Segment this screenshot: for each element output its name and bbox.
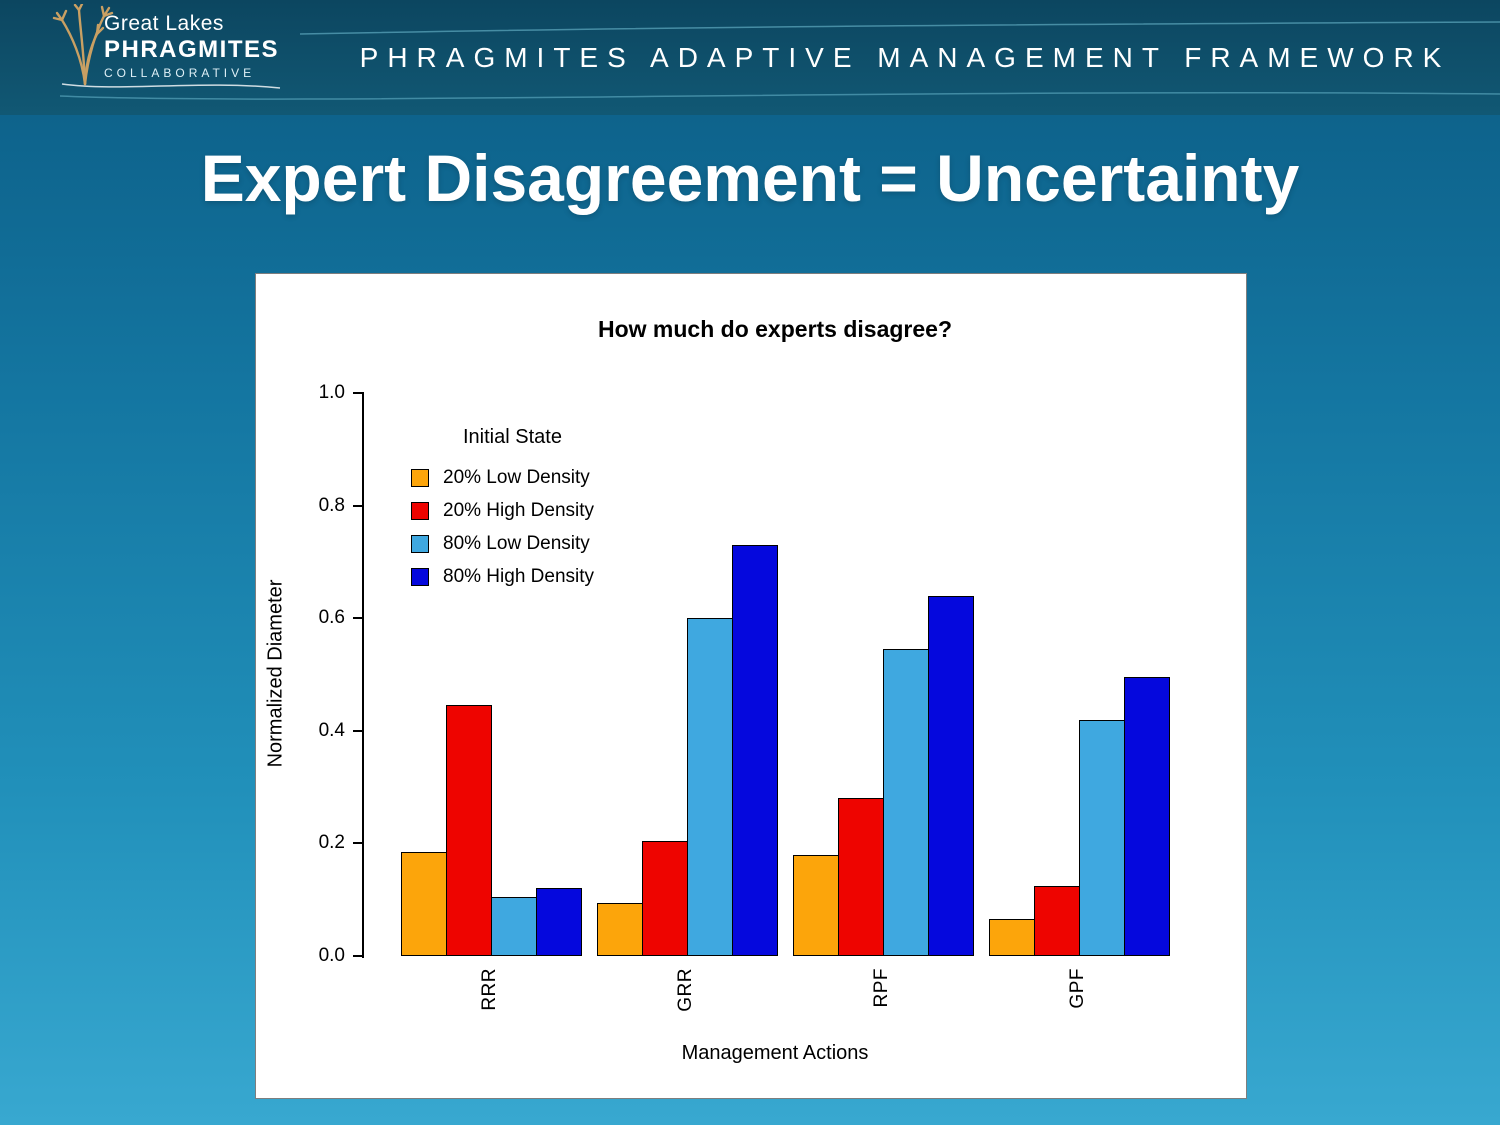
y-axis-tick (353, 729, 363, 732)
x-tick-label-text: RPF (871, 968, 892, 1008)
bar-rpf-4 (928, 596, 974, 956)
legend-item: 20% High Density (411, 494, 594, 527)
y-axis-tick (353, 392, 363, 394)
brand-line1: Great Lakes (104, 12, 224, 35)
legend-item-label: 80% High Density (443, 565, 595, 587)
bar-gpf-4 (1124, 677, 1170, 956)
brand-text: Great Lakes PHRAGMITES COLLABORATIVE (104, 12, 279, 80)
y-tick-label: 0.8 (318, 494, 345, 516)
bar-rrr-4 (536, 888, 582, 956)
legend-item: 80% Low Density (411, 527, 594, 560)
header-title: PHRAGMITES ADAPTIVE MANAGEMENT FRAMEWORK (359, 41, 1451, 73)
y-axis-line (362, 392, 364, 958)
bar-grr-2 (642, 841, 688, 956)
bar-grr-4 (732, 545, 778, 956)
y-axis-tick (353, 504, 363, 507)
x-tick-label: RPF (871, 968, 895, 1034)
bar-grr-3 (687, 618, 733, 956)
x-tick-label-text: RRR (479, 968, 500, 1011)
legend-item: 80% High Density (411, 560, 594, 593)
bar-rpf-2 (838, 798, 884, 956)
y-tick-label: 0.0 (318, 945, 345, 966)
bar-rrr-3 (491, 897, 537, 956)
legend-title: Initial State (463, 426, 562, 448)
legend-item-label: 20% Low Density (443, 466, 590, 488)
legend-swatch (411, 501, 429, 520)
legend-swatch (411, 534, 429, 553)
reeds-icon (52, 4, 114, 86)
legend-swatch (411, 567, 429, 586)
legend-item: 20% Low Density (411, 461, 594, 494)
bar-rrr-1 (401, 852, 447, 956)
bar-rpf-1 (793, 855, 839, 956)
bar-rrr-2 (446, 705, 492, 956)
brand-line2: PHRAGMITES (104, 36, 280, 63)
x-tick-label: GPF (1067, 968, 1091, 1034)
x-tick-label-text: GRR (675, 968, 696, 1012)
x-tick-label: RRR (479, 968, 503, 1034)
legend-item-label: 80% Low Density (443, 532, 590, 554)
x-tick-label: GRR (675, 968, 699, 1034)
y-tick-label: 0.2 (318, 832, 345, 854)
y-axis-tick (353, 955, 363, 957)
bar-grr-1 (597, 903, 643, 956)
bar-gpf-1 (989, 919, 1035, 956)
y-tick-label: 1.0 (318, 382, 345, 403)
bar-gpf-2 (1034, 886, 1080, 956)
y-axis-tick (353, 617, 363, 620)
header-bar: Great Lakes PHRAGMITES COLLABORATIVE PHR… (0, 0, 1500, 115)
x-axis-title: Management Actions (681, 1042, 869, 1064)
chart-panel: How much do experts disagree? 0.0 0.2 0.4 0.… (255, 273, 1247, 1099)
bar-gpf-3 (1079, 720, 1125, 956)
chart-legend: Initial State 20% Low Density 20% High Den… (411, 426, 594, 593)
y-axis-title: Normalized Diameter (264, 579, 287, 768)
legend-swatch (411, 468, 429, 487)
y-axis-tick (353, 842, 363, 845)
slide-title: Expert Disagreement = Uncertainty (200, 141, 1300, 215)
brand-line3: COLLABORATIVE (104, 66, 256, 80)
y-tick-label: 0.6 (318, 607, 345, 629)
y-tick-label: 0.4 (318, 719, 345, 741)
chart-title: How much do experts disagree? (597, 316, 953, 342)
bar-rpf-3 (883, 649, 929, 956)
x-tick-label-text: GPF (1067, 968, 1088, 1009)
legend-item-label: 20% High Density (443, 499, 595, 521)
